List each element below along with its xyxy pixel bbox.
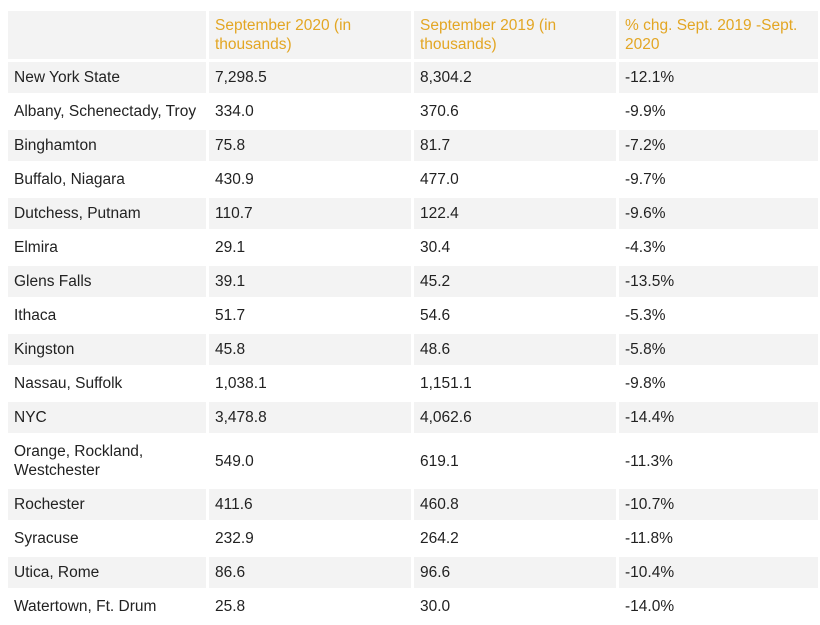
table-row: Binghamton 75.8 81.7 -7.2% bbox=[8, 130, 818, 161]
table-row: Syracuse 232.9 264.2 -11.8% bbox=[8, 523, 818, 554]
cell-area: NYC bbox=[8, 402, 206, 433]
table-row: Orange, Rockland, Westchester 549.0 619.… bbox=[8, 436, 818, 486]
cell-pct-change: -11.8% bbox=[619, 523, 818, 554]
cell-sep2020: 549.0 bbox=[209, 436, 411, 486]
cell-area: Albany, Schenectady, Troy bbox=[8, 96, 206, 127]
cell-area: New York State bbox=[8, 62, 206, 93]
cell-sep2019: 54.6 bbox=[414, 300, 616, 331]
cell-sep2019: 122.4 bbox=[414, 198, 616, 229]
cell-area: Rochester bbox=[8, 489, 206, 520]
cell-sep2020: 39.1 bbox=[209, 266, 411, 297]
header-percent-change: % chg. Sept. 2019 -Sept. 2020 bbox=[619, 11, 818, 59]
cell-sep2020: 86.6 bbox=[209, 557, 411, 588]
cell-area: Syracuse bbox=[8, 523, 206, 554]
table-row: Albany, Schenectady, Troy 334.0 370.6 -9… bbox=[8, 96, 818, 127]
header-row: September 2020 (in thousands) September … bbox=[8, 11, 818, 59]
table-row: Utica, Rome 86.6 96.6 -10.4% bbox=[8, 557, 818, 588]
cell-area: Binghamton bbox=[8, 130, 206, 161]
table-row: Kingston 45.8 48.6 -5.8% bbox=[8, 334, 818, 365]
cell-sep2020: 334.0 bbox=[209, 96, 411, 127]
cell-sep2019: 96.6 bbox=[414, 557, 616, 588]
table-row: NYC 3,478.8 4,062.6 -14.4% bbox=[8, 402, 818, 433]
cell-sep2020: 51.7 bbox=[209, 300, 411, 331]
cell-sep2020: 29.1 bbox=[209, 232, 411, 263]
cell-sep2019: 30.0 bbox=[414, 591, 616, 622]
cell-pct-change: -14.4% bbox=[619, 402, 818, 433]
cell-area: Elmira bbox=[8, 232, 206, 263]
employment-table-container: September 2020 (in thousands) September … bbox=[5, 8, 818, 625]
cell-sep2020: 232.9 bbox=[209, 523, 411, 554]
cell-sep2020: 7,298.5 bbox=[209, 62, 411, 93]
table-row: Glens Falls 39.1 45.2 -13.5% bbox=[8, 266, 818, 297]
cell-pct-change: -10.7% bbox=[619, 489, 818, 520]
header-september-2019: September 2019 (in thousands) bbox=[414, 11, 616, 59]
employment-table: September 2020 (in thousands) September … bbox=[5, 8, 820, 625]
table-row: Rochester 411.6 460.8 -10.7% bbox=[8, 489, 818, 520]
cell-sep2020: 45.8 bbox=[209, 334, 411, 365]
cell-sep2020: 1,038.1 bbox=[209, 368, 411, 399]
cell-pct-change: -7.2% bbox=[619, 130, 818, 161]
cell-pct-change: -4.3% bbox=[619, 232, 818, 263]
table-body: New York State 7,298.5 8,304.2 -12.1% Al… bbox=[8, 62, 818, 622]
cell-area: Glens Falls bbox=[8, 266, 206, 297]
table-row: Ithaca 51.7 54.6 -5.3% bbox=[8, 300, 818, 331]
cell-area: Nassau, Suffolk bbox=[8, 368, 206, 399]
cell-sep2019: 619.1 bbox=[414, 436, 616, 486]
cell-sep2019: 460.8 bbox=[414, 489, 616, 520]
cell-sep2019: 30.4 bbox=[414, 232, 616, 263]
table-row: Buffalo, Niagara 430.9 477.0 -9.7% bbox=[8, 164, 818, 195]
cell-pct-change: -12.1% bbox=[619, 62, 818, 93]
table-row: Dutchess, Putnam 110.7 122.4 -9.6% bbox=[8, 198, 818, 229]
cell-area: Kingston bbox=[8, 334, 206, 365]
cell-sep2019: 45.2 bbox=[414, 266, 616, 297]
cell-pct-change: -13.5% bbox=[619, 266, 818, 297]
cell-sep2019: 4,062.6 bbox=[414, 402, 616, 433]
table-row: New York State 7,298.5 8,304.2 -12.1% bbox=[8, 62, 818, 93]
cell-pct-change: -10.4% bbox=[619, 557, 818, 588]
cell-sep2020: 430.9 bbox=[209, 164, 411, 195]
cell-area: Orange, Rockland, Westchester bbox=[8, 436, 206, 486]
cell-sep2019: 264.2 bbox=[414, 523, 616, 554]
cell-sep2020: 110.7 bbox=[209, 198, 411, 229]
cell-sep2019: 477.0 bbox=[414, 164, 616, 195]
cell-pct-change: -9.7% bbox=[619, 164, 818, 195]
cell-pct-change: -9.8% bbox=[619, 368, 818, 399]
cell-pct-change: -11.3% bbox=[619, 436, 818, 486]
cell-pct-change: -9.6% bbox=[619, 198, 818, 229]
cell-sep2019: 48.6 bbox=[414, 334, 616, 365]
table-header: September 2020 (in thousands) September … bbox=[8, 11, 818, 59]
cell-area: Buffalo, Niagara bbox=[8, 164, 206, 195]
cell-sep2020: 411.6 bbox=[209, 489, 411, 520]
table-row: Watertown, Ft. Drum 25.8 30.0 -14.0% bbox=[8, 591, 818, 622]
cell-sep2020: 75.8 bbox=[209, 130, 411, 161]
cell-sep2020: 3,478.8 bbox=[209, 402, 411, 433]
cell-pct-change: -14.0% bbox=[619, 591, 818, 622]
cell-area: Ithaca bbox=[8, 300, 206, 331]
cell-pct-change: -5.3% bbox=[619, 300, 818, 331]
cell-pct-change: -5.8% bbox=[619, 334, 818, 365]
cell-sep2020: 25.8 bbox=[209, 591, 411, 622]
cell-area: Watertown, Ft. Drum bbox=[8, 591, 206, 622]
table-row: Elmira 29.1 30.4 -4.3% bbox=[8, 232, 818, 263]
table-row: Nassau, Suffolk 1,038.1 1,151.1 -9.8% bbox=[8, 368, 818, 399]
cell-sep2019: 370.6 bbox=[414, 96, 616, 127]
cell-sep2019: 1,151.1 bbox=[414, 368, 616, 399]
cell-sep2019: 81.7 bbox=[414, 130, 616, 161]
cell-area: Dutchess, Putnam bbox=[8, 198, 206, 229]
header-september-2020: September 2020 (in thousands) bbox=[209, 11, 411, 59]
cell-area: Utica, Rome bbox=[8, 557, 206, 588]
header-area bbox=[8, 11, 206, 59]
cell-sep2019: 8,304.2 bbox=[414, 62, 616, 93]
cell-pct-change: -9.9% bbox=[619, 96, 818, 127]
